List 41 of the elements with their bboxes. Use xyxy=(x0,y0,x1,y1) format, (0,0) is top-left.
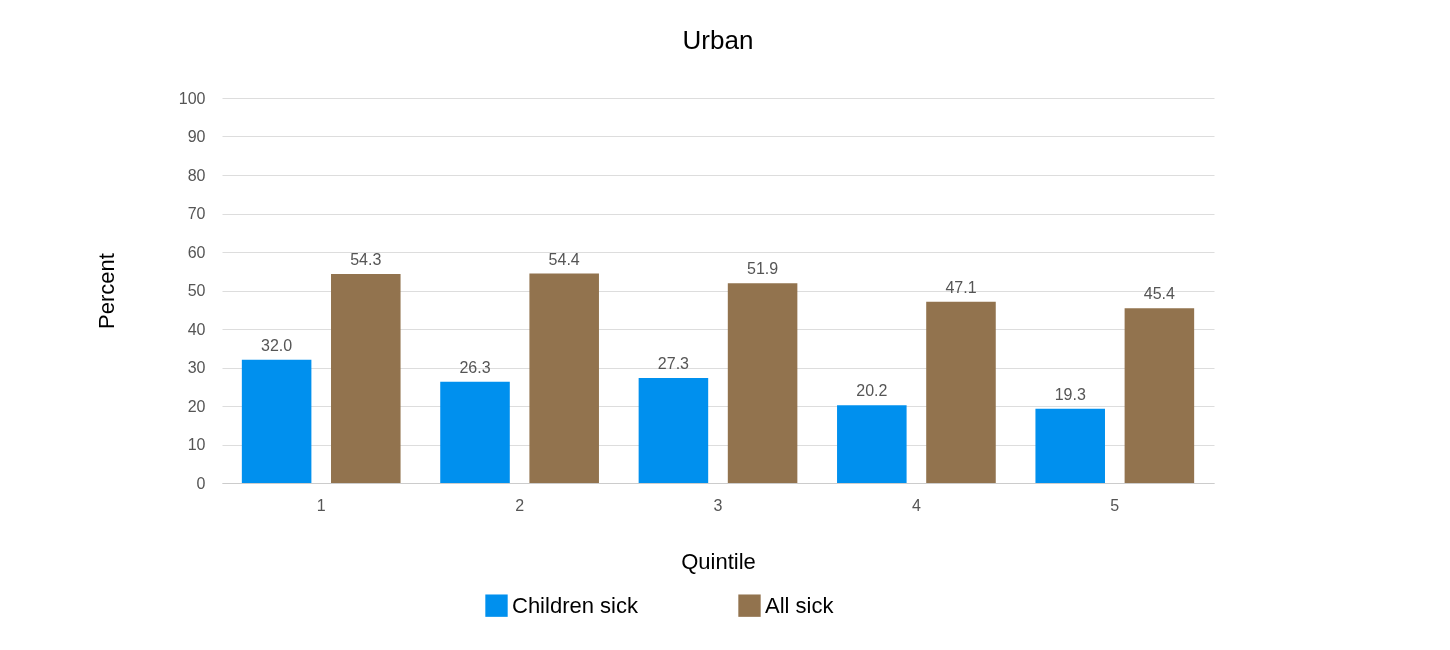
y-tick-label: 50 xyxy=(187,282,206,299)
bar xyxy=(727,283,798,483)
data-label: 26.3 xyxy=(459,358,491,376)
x-tick-label: 5 xyxy=(1110,496,1120,514)
bar xyxy=(638,377,709,483)
data-label: 32.0 xyxy=(261,336,293,354)
bar xyxy=(1035,408,1105,483)
data-label: 47.1 xyxy=(945,278,977,296)
data-label: 54.3 xyxy=(350,250,382,268)
data-label: 20.2 xyxy=(856,382,888,400)
legend-label: Children sick xyxy=(512,592,639,618)
x-tick-label: 2 xyxy=(515,496,525,514)
y-tick-label: 10 xyxy=(187,436,206,453)
data-label: 27.3 xyxy=(657,354,690,372)
bar xyxy=(837,405,907,483)
bar xyxy=(331,273,401,483)
y-tick-label: 100 xyxy=(178,89,206,107)
bar xyxy=(440,381,510,483)
legend-label: All sick xyxy=(765,592,835,618)
data-label: 54.4 xyxy=(548,250,580,268)
y-tick-label: 90 xyxy=(187,128,206,145)
y-tick-label: 80 xyxy=(187,166,206,184)
bar xyxy=(926,301,996,483)
bar xyxy=(241,359,312,483)
data-label: 51.9 xyxy=(747,260,779,278)
y-axis-title: Percent xyxy=(93,253,119,329)
y-tick-label: 60 xyxy=(187,243,206,261)
chart-title: Urban xyxy=(682,25,754,55)
x-tick-label: 4 xyxy=(911,496,921,514)
data-label: 19.3 xyxy=(1054,385,1086,403)
x-tick-label: 1 xyxy=(316,496,326,514)
x-tick-label: 3 xyxy=(713,496,723,514)
y-tick-label: 30 xyxy=(187,359,206,376)
y-tick-label: 40 xyxy=(187,320,206,338)
bar xyxy=(1124,308,1195,483)
x-axis-title: Quintile xyxy=(681,548,756,574)
y-tick-label: 70 xyxy=(187,205,206,222)
y-tick-label: 20 xyxy=(187,397,206,415)
y-tick-label: 0 xyxy=(196,474,206,492)
bar xyxy=(529,273,599,483)
data-label: 45.4 xyxy=(1143,285,1176,303)
